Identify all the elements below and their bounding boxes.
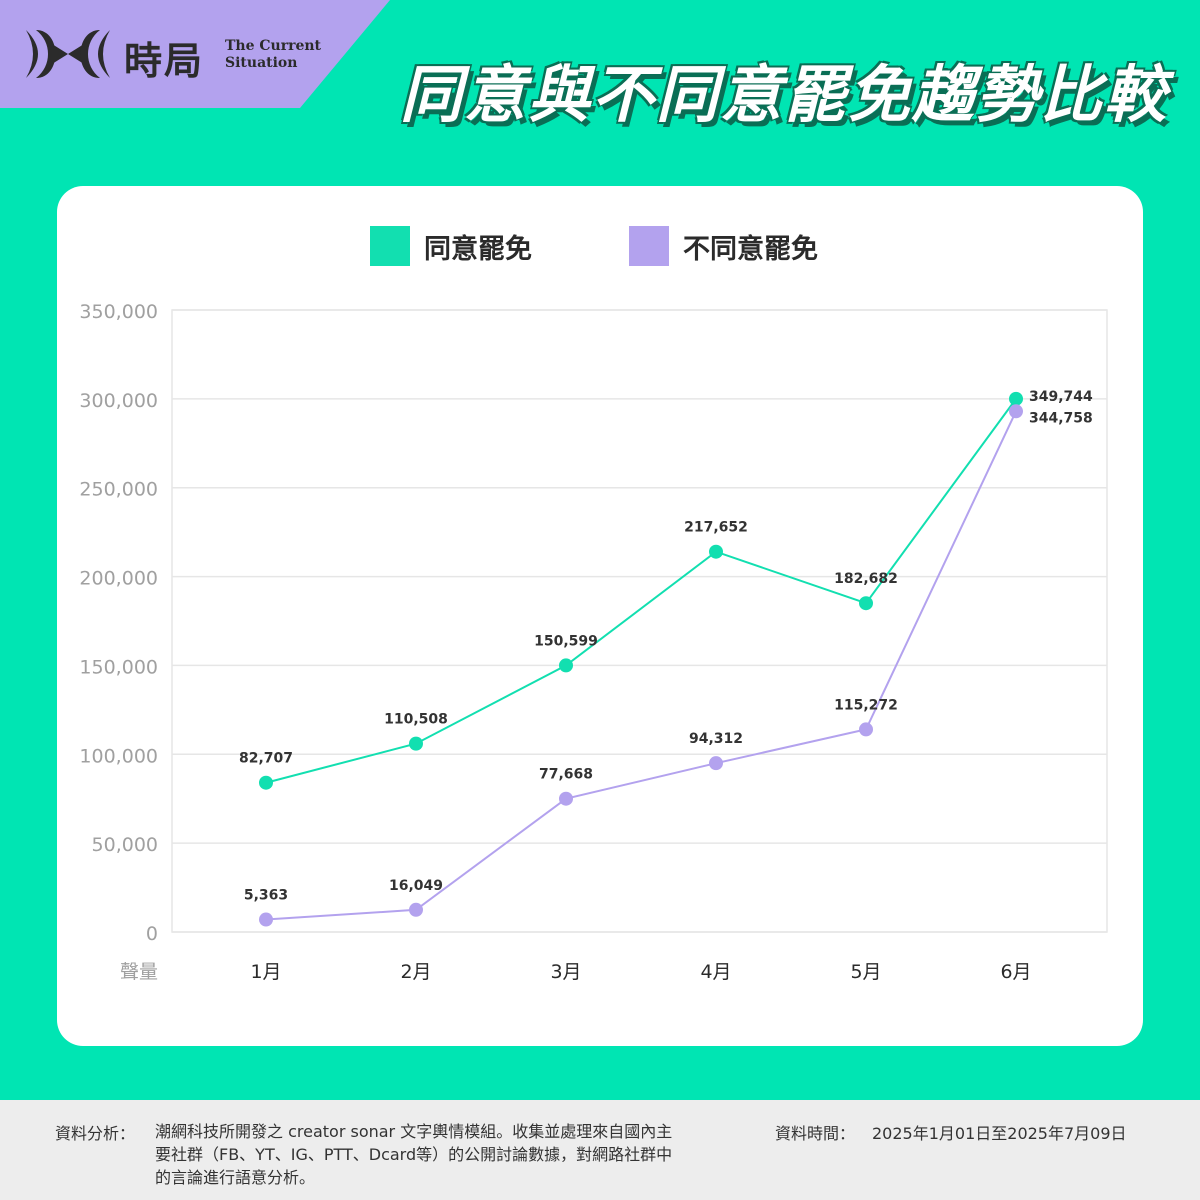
x-tick-label: 1月 — [250, 961, 281, 983]
source-text: 潮網科技所開發之 creator sonar 文字輿情模組。收集並處理來自國內主… — [155, 1122, 673, 1187]
series-line-0 — [265, 398, 1017, 784]
y-tick-label: 300,000 — [79, 390, 158, 412]
chart-card: 同意罷免 不同意罷免 0 50,000 100,000 150,000 200,000 2… — [57, 186, 1143, 1046]
plot-frame — [171, 309, 1108, 933]
chart-legend: 同意罷免 不同意罷免 — [57, 226, 1143, 266]
data-label: 110,508 — [384, 712, 448, 728]
data-point — [409, 736, 423, 751]
x-tick-label: 6月 — [1000, 961, 1031, 983]
data-label: 182,682 — [834, 571, 898, 587]
data-label: 16,049 — [389, 878, 443, 894]
date-label: 資料時間： — [775, 1124, 856, 1143]
legend-item-agree: 同意罷免 — [370, 226, 532, 266]
data-label: 217,652 — [684, 520, 748, 536]
brand-name-en: The Current Situation — [225, 38, 321, 72]
data-point — [259, 912, 273, 927]
data-point — [259, 775, 273, 790]
data-label: 344,758 — [1029, 410, 1093, 426]
legend-swatch-disagree — [629, 226, 669, 266]
data-point — [559, 791, 573, 806]
legend-label-disagree: 不同意罷免 — [683, 233, 818, 265]
brand-name-en-line1: The Current — [225, 38, 322, 54]
legend-label-agree: 同意罷免 — [424, 233, 532, 265]
page-title: 同意與不同意罷免趨勢比較 — [399, 58, 1168, 131]
series-line-1 — [265, 410, 1017, 921]
date-text: 2025年1月01日至2025年7月09日 — [872, 1124, 1127, 1143]
data-point — [1009, 391, 1023, 406]
y-tick-label: 150,000 — [79, 656, 158, 678]
line-chart: 0 50,000 100,000 150,000 200,000 250,000 300,0… — [79, 301, 1108, 983]
data-point — [859, 596, 873, 611]
brand-logo-icon — [26, 30, 110, 78]
data-label: 115,272 — [834, 697, 898, 713]
y-axis-label: 聲量 — [120, 961, 158, 983]
data-label: 150,599 — [534, 633, 598, 649]
x-tick-label: 3月 — [550, 961, 581, 983]
legend-swatch-agree — [370, 226, 410, 266]
data-label: 349,744 — [1029, 389, 1093, 405]
footer: 資料分析： 潮網科技所開發之 creator sonar 文字輿情模組。收集並處… — [0, 1100, 1200, 1200]
y-tick-label: 200,000 — [79, 568, 158, 590]
data-point — [1009, 404, 1023, 419]
data-point — [859, 722, 873, 737]
legend-item-disagree: 不同意罷免 — [629, 226, 818, 266]
y-tick-label: 50,000 — [92, 834, 158, 856]
source-label: 資料分析： — [55, 1124, 136, 1143]
data-label: 77,668 — [539, 767, 593, 783]
y-tick-label: 100,000 — [79, 745, 158, 767]
y-tick-label: 350,000 — [79, 301, 158, 323]
data-point — [409, 902, 423, 917]
data-label: 82,707 — [239, 751, 293, 767]
x-tick-label: 4月 — [700, 961, 731, 983]
x-tick-label: 2月 — [400, 961, 431, 983]
y-tick-label: 0 — [146, 923, 158, 945]
data-point — [559, 658, 573, 673]
data-label: 94,312 — [689, 731, 743, 747]
brand-name-en-line2: Situation — [225, 55, 298, 71]
data-label: 5,363 — [244, 888, 288, 904]
brand-name-zh: 時局 — [124, 38, 205, 83]
x-tick-label: 5月 — [850, 961, 881, 983]
data-point — [709, 544, 723, 559]
data-point — [709, 756, 723, 771]
y-tick-label: 250,000 — [79, 479, 158, 501]
